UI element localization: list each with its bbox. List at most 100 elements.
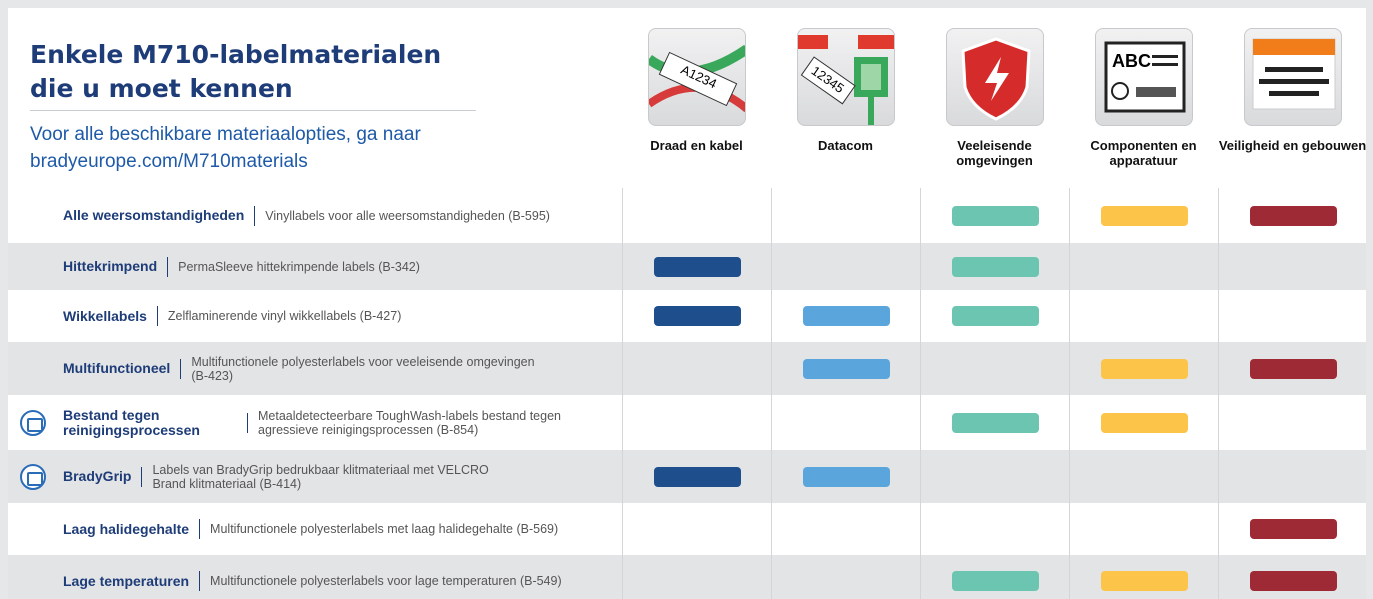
table-cell: [920, 450, 1069, 503]
table-cell: [771, 503, 920, 555]
applicability-bar: [1250, 519, 1337, 539]
table-cell: [1218, 188, 1366, 243]
row-icon: [20, 410, 46, 436]
table-cell: [1218, 290, 1366, 342]
table-cell: [1218, 503, 1366, 555]
table-cell: [622, 188, 771, 243]
column-label: Draad en kabel: [622, 138, 771, 153]
table-cell: [1069, 395, 1218, 450]
table-cell: [1218, 555, 1366, 599]
table-cell: [771, 450, 920, 503]
column-header: Veeleisende omgevingen: [920, 28, 1069, 168]
table-cell: [920, 395, 1069, 450]
applicability-bar: [654, 467, 741, 487]
column-label: Datacom: [771, 138, 920, 153]
table-cell: [771, 290, 920, 342]
page-body: Enkele M710-labelmaterialen die u moet k…: [0, 0, 1373, 599]
applicability-bar: [1101, 359, 1188, 379]
column-icon: [1244, 28, 1342, 126]
applicability-bar: [1250, 359, 1337, 379]
svg-text:ABC: ABC: [1112, 51, 1151, 71]
row-separator: [254, 206, 255, 226]
applicability-bar: [1101, 571, 1188, 591]
row-description: PermaSleeve hittekrimpende labels (B-342…: [178, 260, 420, 274]
row-name: Laag halidegehalte: [63, 522, 189, 537]
row-separator: [199, 571, 200, 591]
row-description: Zelflaminerende vinyl wikkellabels (B-42…: [168, 309, 401, 323]
row-name: Multifunctioneel: [63, 361, 170, 376]
column-label: Veiligheid en gebouwen: [1218, 138, 1366, 153]
row-description: Labels van BradyGrip bedrukbaar klitmate…: [152, 463, 512, 491]
table-cell: [920, 342, 1069, 395]
row-separator: [157, 306, 158, 326]
row-separator: [180, 359, 181, 379]
applicability-bar: [654, 257, 741, 277]
column-label: Veeleisende omgevingen: [920, 138, 1069, 168]
row-icon: [20, 464, 46, 490]
table-row: Multifunctioneel Multifunctionele polyest…: [8, 342, 1366, 395]
applicability-bar: [952, 206, 1039, 226]
row-name: Bestand tegen reinigingsprocessen: [63, 408, 237, 438]
row-info: Multifunctioneel Multifunctionele polyest…: [63, 342, 618, 395]
row-description: Multifunctionele polyesterlabels voor ve…: [191, 355, 551, 383]
table-cell: [1218, 450, 1366, 503]
table-cell: [920, 290, 1069, 342]
infographic: Enkele M710-labelmaterialen die u moet k…: [8, 8, 1366, 599]
table-cell: [1069, 503, 1218, 555]
table-cell: [622, 243, 771, 290]
table-cell: [622, 342, 771, 395]
applicability-bar: [1250, 206, 1337, 226]
table-cell: [622, 290, 771, 342]
table-cell: [622, 395, 771, 450]
table-cell: [1218, 395, 1366, 450]
column-header: 12345 Datacom: [771, 28, 920, 153]
applicability-bar: [803, 467, 890, 487]
table-cell: [771, 395, 920, 450]
applicability-bar: [952, 306, 1039, 326]
table-row: Wikkellabels Zelflaminerende vinyl wikkel…: [8, 290, 1366, 342]
column-icon: A1234: [648, 28, 746, 126]
row-info: Lage temperaturen Multifunctionele polyes…: [63, 555, 618, 599]
table-cell: [920, 188, 1069, 243]
row-name: BradyGrip: [63, 469, 131, 484]
column-header: ABC Componenten en apparatuur: [1069, 28, 1218, 168]
row-info: BradyGrip Labels van BradyGrip bedrukbaar…: [63, 450, 618, 503]
applicability-bar: [1101, 413, 1188, 433]
table-cell: [920, 503, 1069, 555]
column-icon: ABC: [1095, 28, 1193, 126]
row-separator: [167, 257, 168, 277]
applicability-bar: [952, 413, 1039, 433]
row-description: Multifunctionele polyesterlabels met laa…: [210, 522, 558, 536]
table-cell: [1069, 450, 1218, 503]
table-cell: [920, 243, 1069, 290]
table-cell: [771, 555, 920, 599]
column-label: Componenten en apparatuur: [1069, 138, 1218, 168]
table-cell: [771, 188, 920, 243]
row-info: Hittekrimpend PermaSleeve hittekrimpende …: [63, 243, 618, 290]
row-name: Alle weersomstandigheden: [63, 208, 244, 223]
applicability-bar: [1101, 206, 1188, 226]
table-row: Bestand tegen reinigingsprocessen Metaald…: [8, 395, 1366, 450]
table-cell: [1218, 342, 1366, 395]
row-name: Hittekrimpend: [63, 259, 157, 274]
row-name: Wikkellabels: [63, 309, 147, 324]
table-cell: [1069, 243, 1218, 290]
table-cell: [622, 555, 771, 599]
column-icon: 12345: [797, 28, 895, 126]
applicability-bar: [952, 257, 1039, 277]
table-cell: [622, 503, 771, 555]
table-cell: [1069, 342, 1218, 395]
subtitle: Voor alle beschikbare materiaalopties, g…: [30, 121, 485, 175]
applicability-bar: [803, 359, 890, 379]
row-info: Bestand tegen reinigingsprocessen Metaald…: [63, 395, 618, 450]
table-cell: [920, 555, 1069, 599]
row-info: Wikkellabels Zelflaminerende vinyl wikkel…: [63, 290, 618, 342]
row-description: Multifunctionele polyesterlabels voor la…: [210, 574, 562, 588]
row-name: Lage temperaturen: [63, 574, 189, 589]
column-header: A1234 Draad en kabel: [622, 28, 771, 153]
title: Enkele M710-labelmaterialen die u moet k…: [30, 38, 490, 106]
applicability-bar: [1250, 571, 1337, 591]
row-description: Metaaldetecteerbare ToughWash-labels bes…: [258, 409, 618, 437]
